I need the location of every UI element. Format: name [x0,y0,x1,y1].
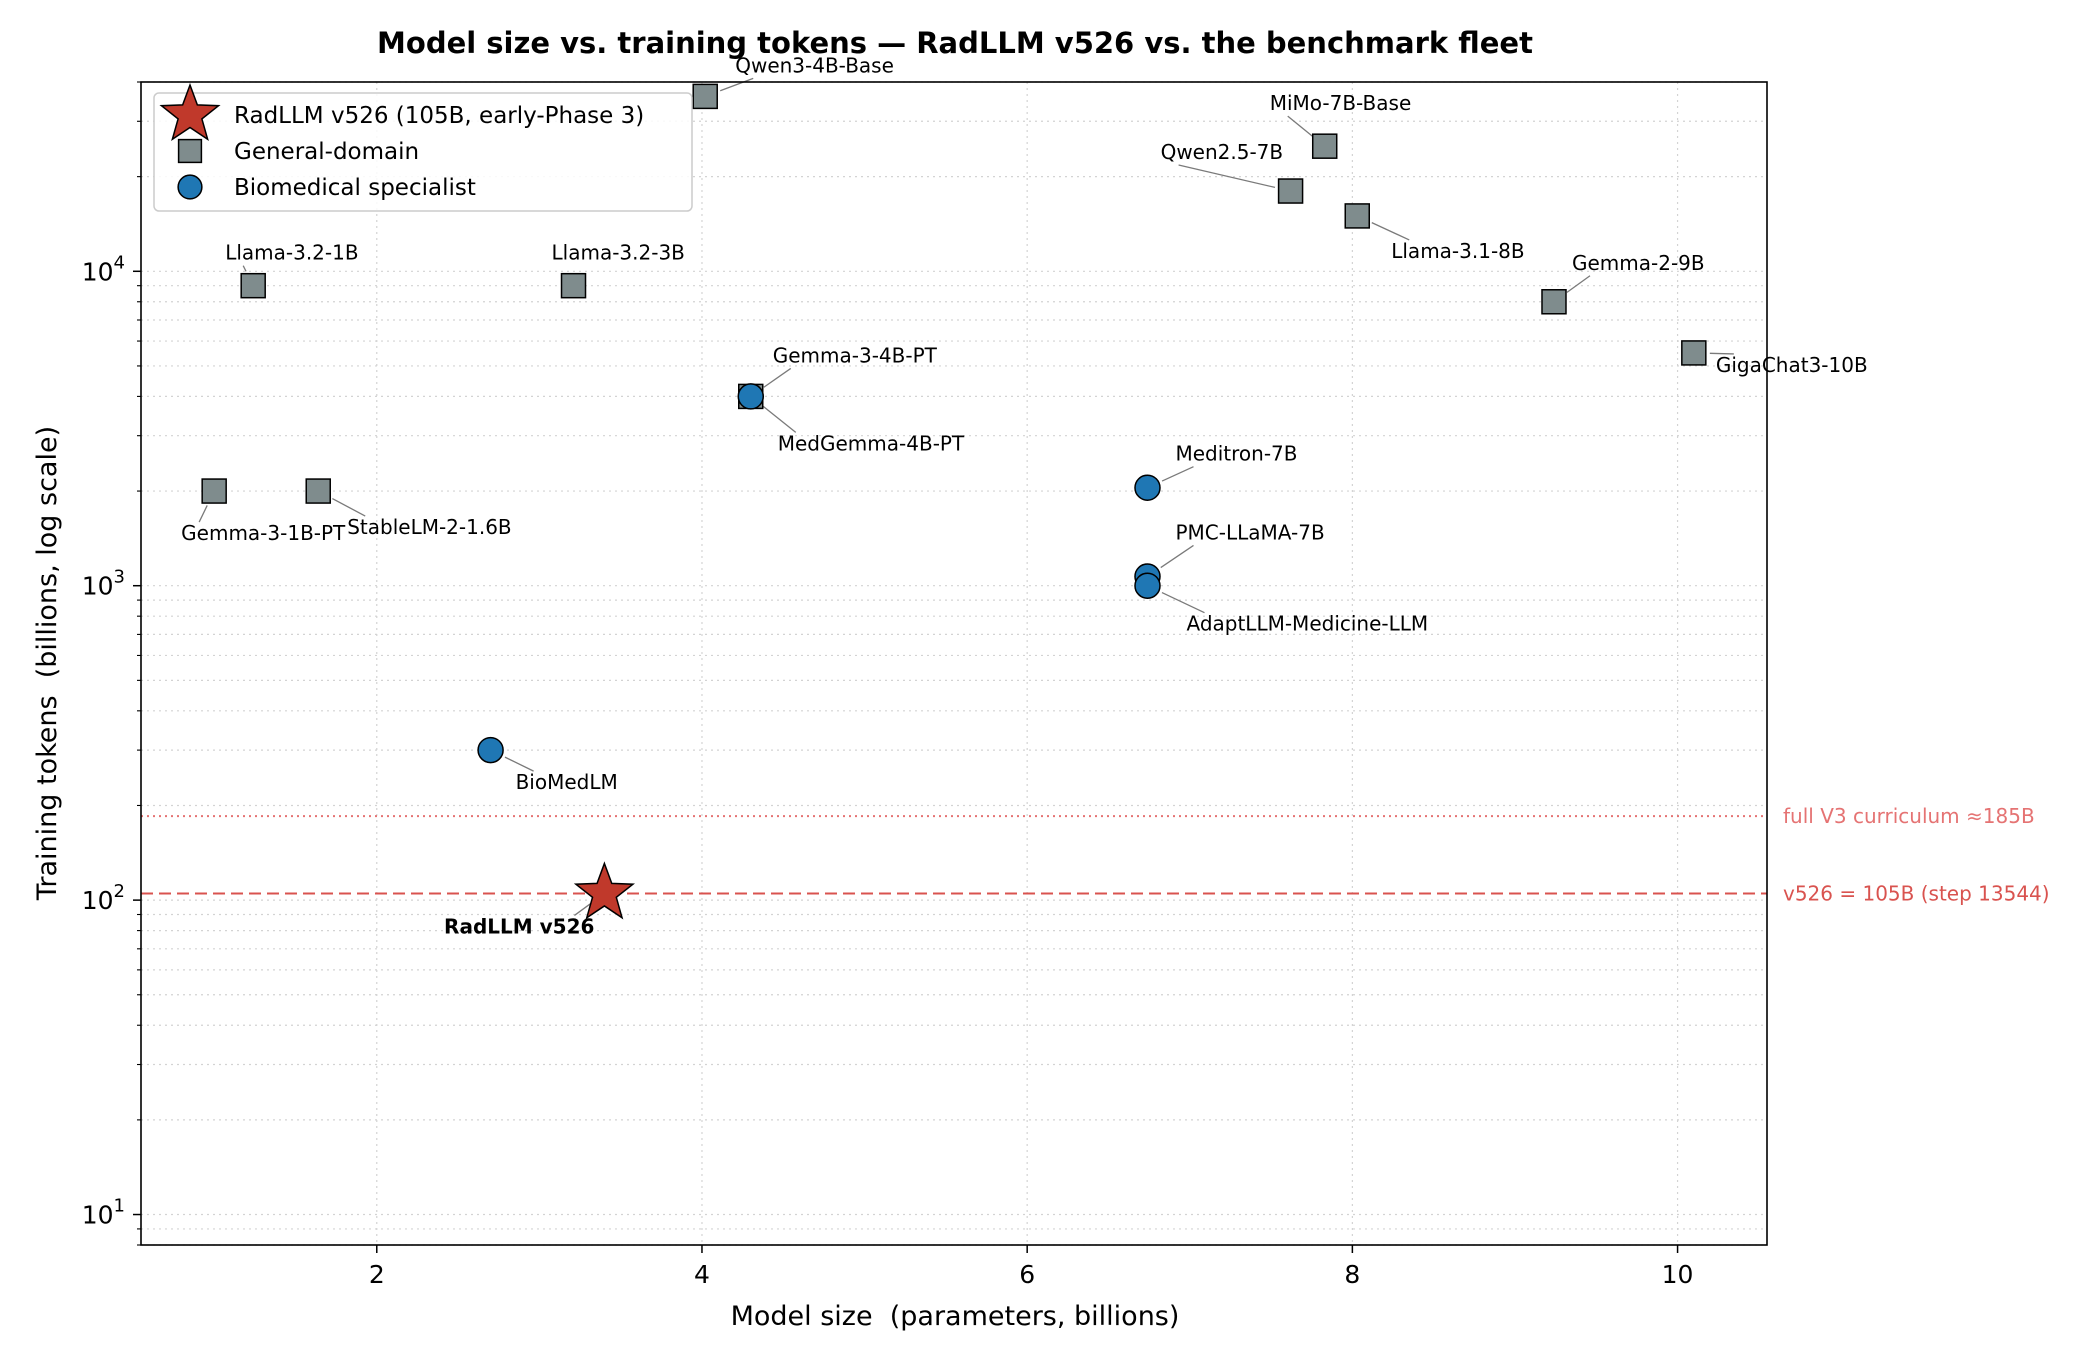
point-adaptllm-medicine-llm [1134,572,1161,599]
point-medgemma-4b-pt [737,383,764,410]
point-biomedlm [477,736,504,764]
leader-line-llama-3-1-8b [1371,222,1410,241]
x-tick-label: 10 [1662,1260,1694,1289]
legend-box [153,92,693,212]
x-tick-label: 8 [1344,1260,1360,1289]
label-gemma-2-9b: Gemma-2-9B [1572,251,1705,275]
legend-marker-biomedical-specialist [177,174,203,200]
leader-line-gemma-3-1b-pt [198,505,208,523]
label-qwen3-4b-base: Qwen3-4B-Base [735,53,894,77]
leader-line-qwen2-5-7b [1178,164,1276,189]
leader-line-meditron-7b [1161,466,1194,482]
label-llama-3-2-1b: Llama-3.2-1B [225,241,358,265]
point-meditron-7b [1134,474,1161,501]
reference-line-label: full V3 curriculum ≈185B [1783,804,2035,828]
point-llama-3-2-1b [240,272,266,299]
leader-line-stablelm-2-1-6b [332,497,366,517]
leader-line-biomedlm [504,756,534,772]
y-tick-label: 104 [82,252,125,286]
leader-line-gigachat3-10b [1709,352,1734,355]
reference-line-label: v526 = 105B (step 13544) [1783,881,2050,905]
label-pmc-llama-7b: PMC-LLaMA-7B [1175,520,1324,544]
label-biomedlm: BioMedLM [516,770,618,794]
leader-line-mimo-7b-base [1287,115,1313,137]
point-labels: Qwen3-4B-Base MiMo-7B-Base Qwen2.5-7B Llama… [181,53,1868,938]
x-tick-label: 2 [369,1260,385,1289]
leader-line-medgemma-4b-pt [762,405,797,433]
plot-frame [140,81,1768,1246]
y-tick-label: 102 [82,881,125,915]
reference-lines: full V3 curriculum ≈185B v526 = 105B (ste… [141,804,2050,905]
point-llama-3-2-3b [560,272,587,299]
legend: RadLLM v526 (105B, early-Phase 3) General… [153,82,693,212]
point-mimo-7b-base [1311,133,1338,159]
axis-ticks: 2 4 6 8 10 101 102 103 104 [82,81,1694,1289]
point-radllm-v526 [573,861,635,920]
label-leader-lines [198,77,1734,916]
leader-line-gemma-3-4b-pt [763,367,792,388]
point-gigachat3-10b [1681,340,1707,366]
label-adaptllm-medicine-llm: AdaptLLM-Medicine-LLM [1186,612,1428,636]
y-axis-label: Training tokens (billions, log scale) [32,426,63,901]
x-axis-label: Model size (parameters, billions) [731,1301,1180,1332]
point-gemma-2-9b [1541,289,1567,315]
leader-line-qwen3-4b-base [719,77,754,92]
legend-label: General-domain [234,139,419,165]
legend-label: Biomedical specialist [234,175,476,201]
point-llama-3-1-8b [1344,203,1370,229]
label-llama-3-1-8b: Llama-3.1-8B [1391,239,1524,263]
label-gigachat3-10b: GigaChat3-10B [1716,353,1868,377]
label-radllm-v526: RadLLM v526 [444,914,594,938]
legend-label: RadLLM v526 (105B, early-Phase 3) [234,103,644,129]
x-tick-label: 6 [1019,1260,1035,1289]
leader-line-gemma-2-9b [1566,275,1591,293]
label-gemma-3-1b-pt: Gemma-3-1B-PT [181,521,346,545]
label-meditron-7b: Meditron-7B [1175,442,1297,466]
leader-line-pmc-llama-7b [1160,544,1194,569]
label-qwen2-5-7b: Qwen2.5-7B [1161,140,1284,164]
data-points [201,83,1707,920]
label-gemma-3-4b-pt: Gemma-3-4B-PT [773,343,938,367]
point-qwen2-5-7b [1277,178,1304,204]
leader-line-adaptllm-medicine-llm [1161,591,1205,614]
label-llama-3-2-3b: Llama-3.2-3B [552,241,685,265]
legend-marker-general-domain [177,138,203,164]
legend-marker-radllm-v526-105b-early-phase-3 [159,82,221,142]
point-gemma-3-1b-pt [201,478,227,504]
leader-line-radllm-v526 [574,902,592,916]
chart-title: Model size vs. training tokens — RadLLM … [377,26,1533,60]
point-qwen3-4b-base [692,83,718,110]
leader-line-llama-3-2-1b [242,265,247,272]
point-stablelm-2-1-6b [305,478,331,504]
y-tick-label: 101 [82,1196,125,1230]
label-stablelm-2-1-6b: StableLM-2-1.6B [347,515,511,539]
label-mimo-7b-base: MiMo-7B-Base [1270,91,1412,115]
label-medgemma-4b-pt: MedGemma-4B-PT [778,431,965,455]
x-tick-label: 4 [694,1260,710,1289]
y-tick-label: 103 [82,567,125,601]
